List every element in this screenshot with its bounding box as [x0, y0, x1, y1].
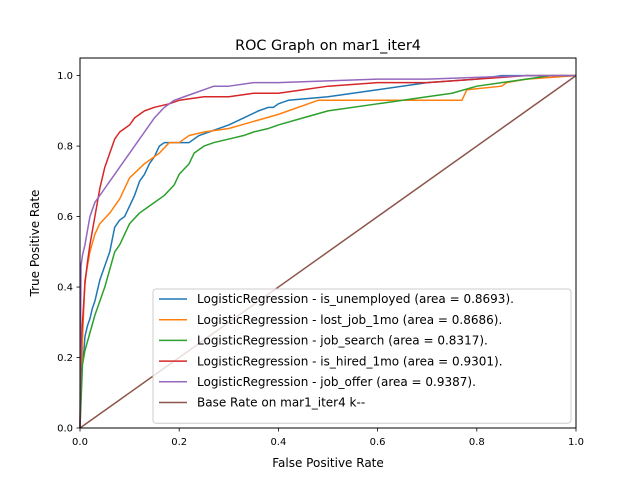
x-tick-label: 0.4 [270, 437, 286, 448]
legend-label-5: Base Rate on mar1_iter4 k-- [197, 396, 365, 410]
x-tick-label: 0.2 [171, 437, 187, 448]
legend-label-1: LogisticRegression - lost_job_1mo (area … [197, 313, 502, 327]
y-tick-label: 0.6 [57, 212, 73, 223]
x-tick-label: 0.0 [72, 437, 88, 448]
legend-label-4: LogisticRegression - job_offer (area = 0… [197, 375, 476, 389]
y-tick-label: 0.4 [57, 283, 73, 294]
x-tick-label: 0.6 [370, 437, 386, 448]
y-tick-label: 0.2 [57, 353, 73, 364]
x-tick-label: 1.0 [568, 437, 584, 448]
legend-label-2: LogisticRegression - job_search (area = … [197, 334, 488, 348]
y-tick-label: 1.0 [57, 71, 73, 82]
legend: LogisticRegression - is_unemployed (area… [153, 289, 571, 423]
x-tick-label: 0.8 [469, 437, 485, 448]
y-tick-label: 0.0 [57, 424, 73, 435]
legend-label-3: LogisticRegression - is_hired_1mo (area … [197, 354, 503, 368]
x-axis-label: False Positive Rate [272, 456, 384, 470]
legend-label-0: LogisticRegression - is_unemployed (area… [197, 292, 514, 306]
y-tick-label: 0.8 [57, 142, 73, 153]
chart-title: ROC Graph on mar1_iter4 [235, 38, 421, 54]
y-axis-label: True Positive Rate [28, 190, 42, 298]
